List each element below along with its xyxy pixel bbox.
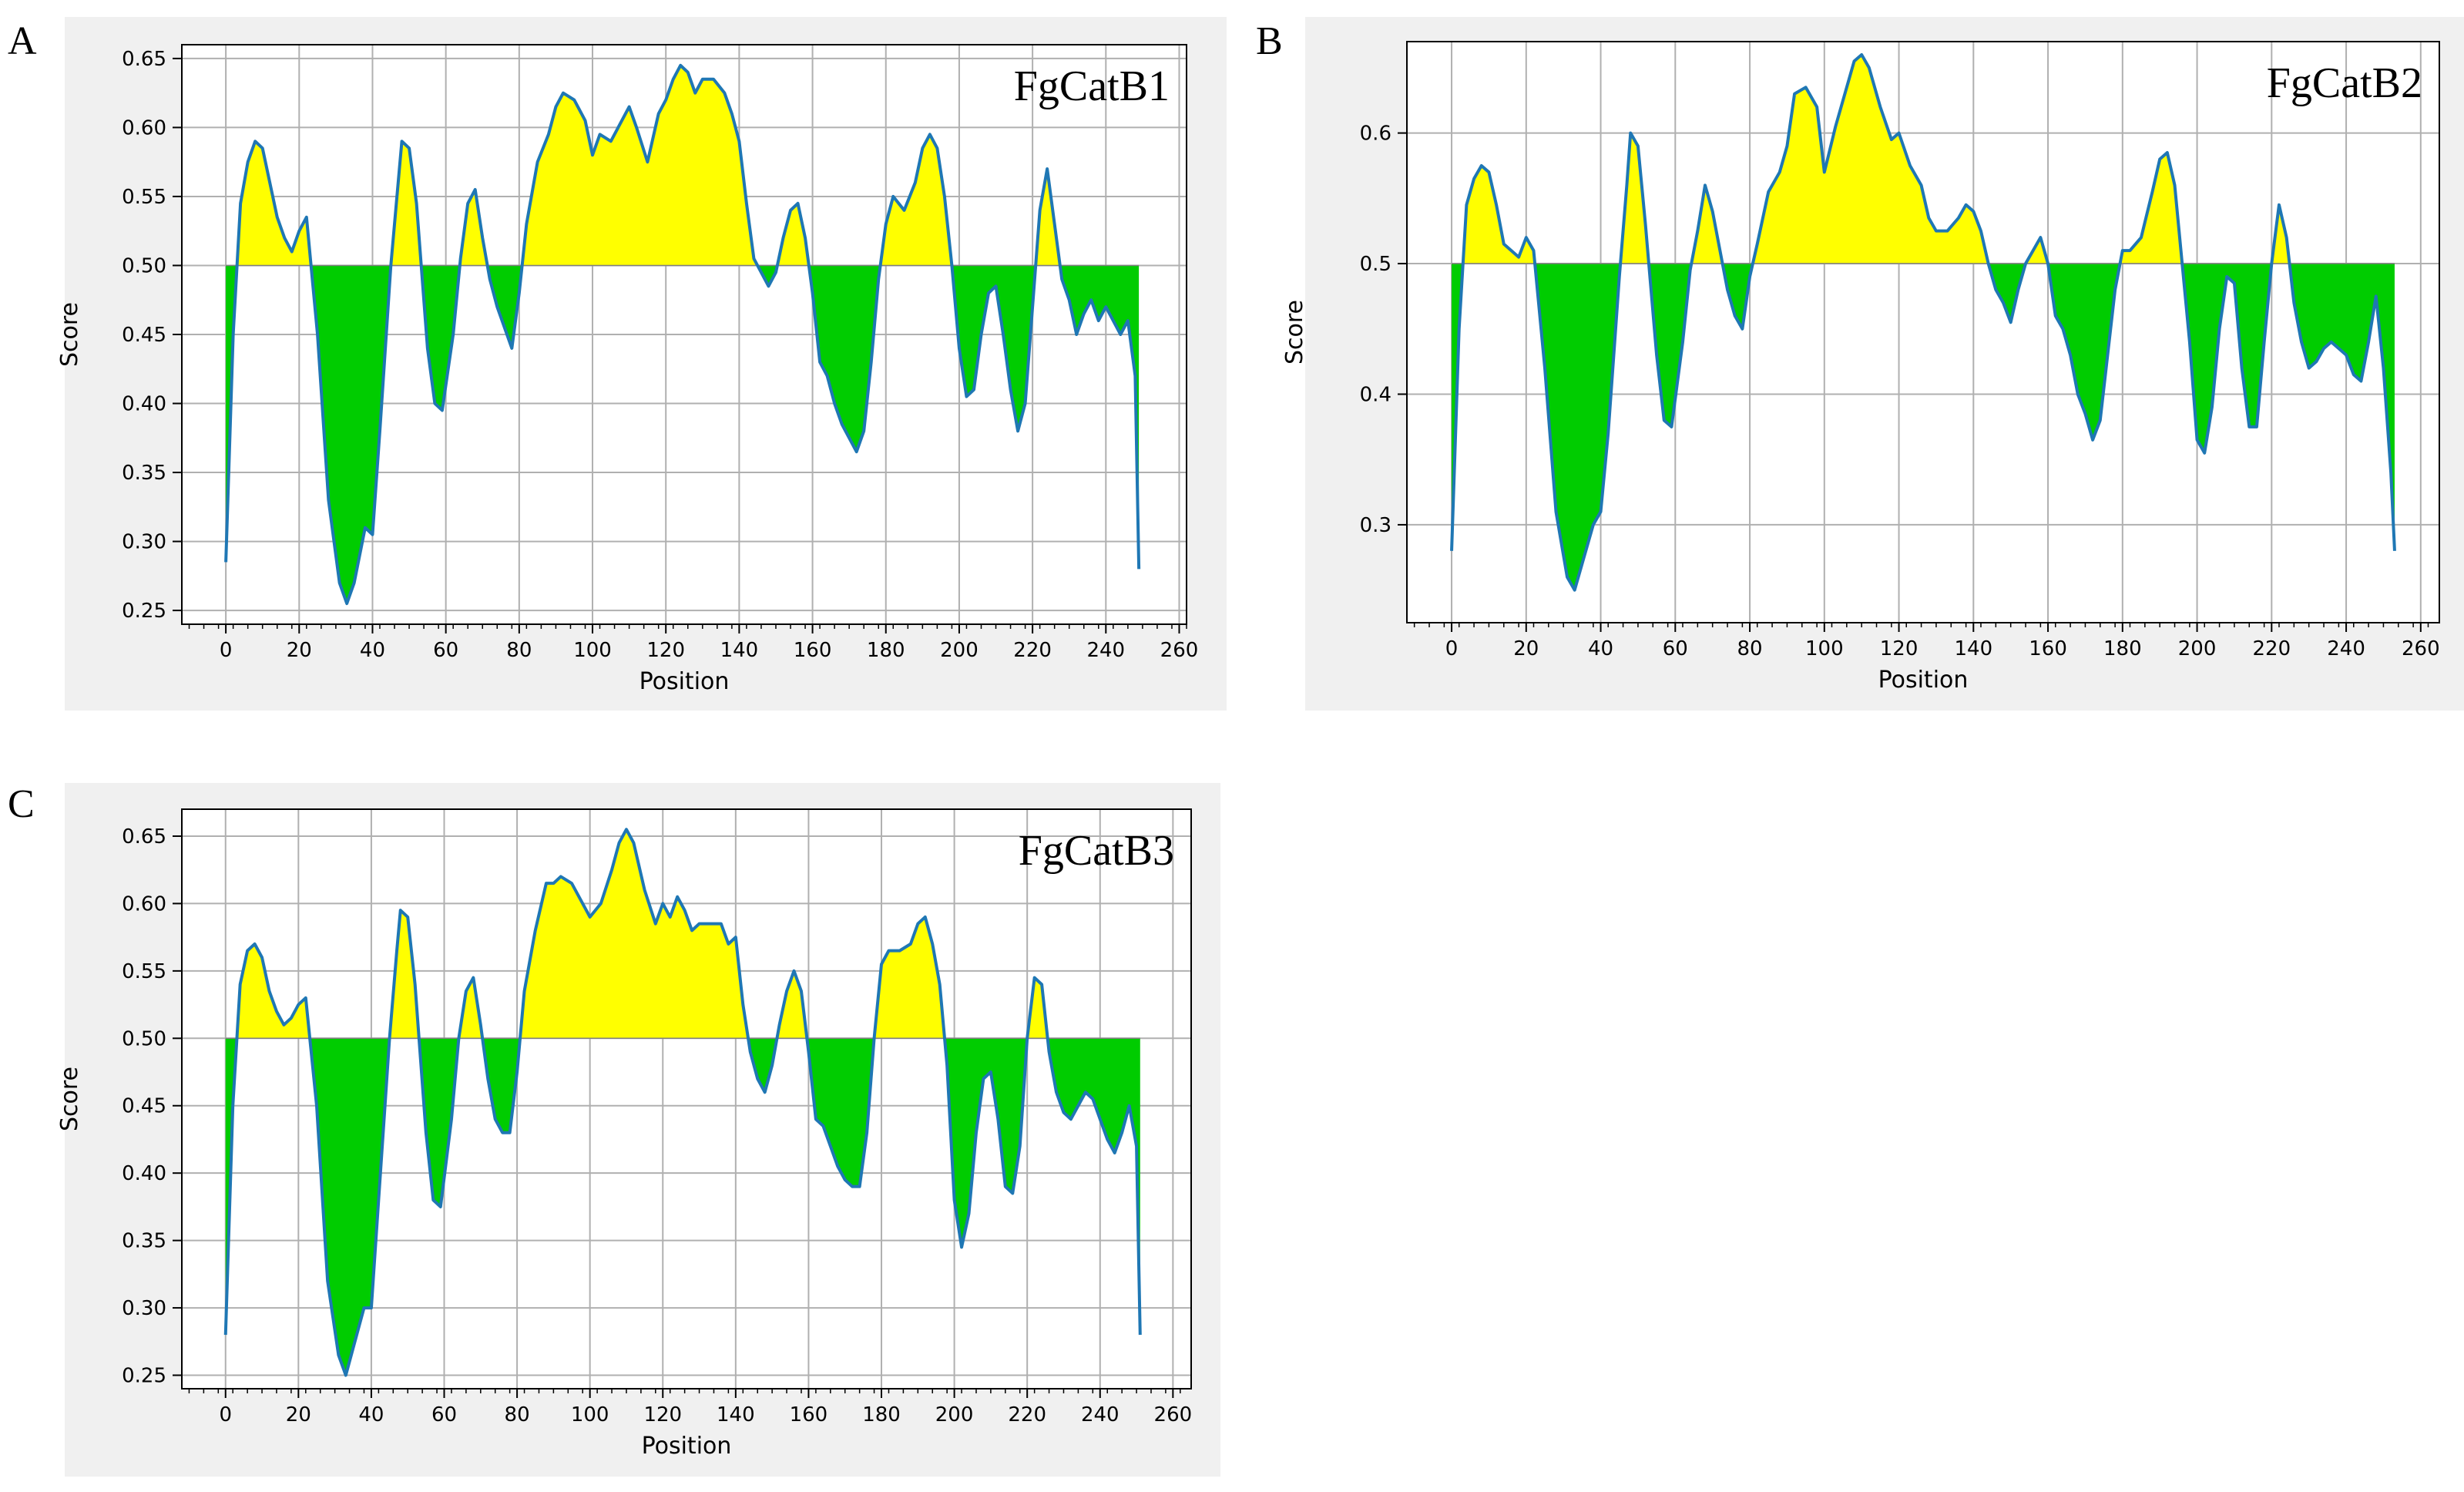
x-tick-label: 220 [2252,637,2291,660]
x-tick-label: 200 [935,1403,974,1426]
y-tick-label: 0.35 [122,462,166,485]
y-tick-label: 0.55 [122,960,166,983]
x-tick-label: 40 [1588,637,1613,660]
chart-title: FgCatB2 [2267,59,2422,107]
x-tick-label: 180 [2103,637,2142,660]
x-axis-label: Position [1878,667,1969,694]
x-tick-label: 120 [646,639,685,662]
x-tick-label: 120 [643,1403,682,1426]
y-axis-label: Score [1281,300,1308,365]
x-tick-label: 220 [1008,1403,1046,1426]
y-tick-label: 0.30 [122,1297,166,1320]
chart-0: 0 20 40 60 80 100 120 140 160 180 200 220 240 260 0.25… [56,44,1199,695]
x-tick-label: 60 [433,639,458,662]
y-tick-label: 0.35 [122,1230,166,1253]
y-tick-label: 0.65 [122,48,166,71]
x-tick-label: 140 [717,1403,755,1426]
y-tick-label: 0.65 [122,825,166,848]
x-tick-label: 120 [1880,637,1918,660]
x-tick-label: 100 [571,1403,609,1426]
y-axis-label: Score [56,1067,83,1131]
x-tick-label: 160 [794,639,832,662]
x-tick-label: 220 [1013,639,1052,662]
y-tick-label: 0.50 [122,254,166,277]
x-tick-label: 80 [506,639,532,662]
score-series-line [1450,52,2396,592]
score-series-line [224,63,1141,606]
fill-below-threshold [1452,264,2395,590]
y-tick-label: 0.5 [1360,253,1391,276]
y-tick-label: 0.60 [122,892,166,916]
x-tick-label: 0 [219,1403,232,1426]
x-tick-label: 0 [1445,637,1459,660]
x-tick-label: 240 [2327,637,2365,660]
y-tick-label: 0.45 [122,1095,166,1118]
y-tick-label: 0.3 [1360,514,1391,537]
chart-1: 0 20 40 60 80 100 120 140 160 180 200 220 240 260 0.3 0… [1281,41,2440,694]
y-tick-label: 0.60 [122,116,166,139]
panel-letter-b: B [1256,19,1283,63]
y-tick-label: 0.50 [122,1027,166,1050]
fill-above-threshold [225,829,1140,1039]
x-tick-label: 140 [1954,637,1992,660]
chart-2: 0 20 40 60 80 100 120 140 160 180 200 220 240 260 0.25… [56,808,1193,1460]
x-tick-label: 260 [1160,639,1199,662]
x-tick-label: 180 [862,1403,901,1426]
score-series-line [223,828,1142,1377]
fill-above-threshold [1452,54,2395,264]
x-tick-label: 200 [940,639,979,662]
panel-letter-c: C [8,782,35,826]
y-tick-label: 0.40 [122,393,166,416]
fill-below-threshold [226,265,1140,604]
x-tick-label: 160 [790,1403,828,1426]
x-tick-label: 260 [1154,1403,1193,1426]
fill-below-threshold [225,1038,1140,1376]
fill-above-threshold [226,65,1140,266]
x-tick-label: 40 [360,639,385,662]
x-tick-label: 60 [1663,637,1688,660]
x-axis-label: Position [639,668,730,695]
y-tick-label: 0.45 [122,324,166,347]
x-axis-label: Position [642,1433,732,1460]
y-tick-label: 0.6 [1360,123,1391,146]
y-tick-label: 0.25 [122,1365,166,1388]
x-tick-label: 180 [867,639,905,662]
x-tick-label: 0 [220,639,233,662]
x-tick-label: 60 [431,1403,457,1426]
chart-title: FgCatB1 [1014,62,1170,110]
x-tick-label: 240 [1081,1403,1120,1426]
x-tick-label: 80 [505,1403,530,1426]
y-tick-label: 0.4 [1360,383,1391,406]
y-tick-label: 0.25 [122,600,166,623]
x-tick-label: 80 [1737,637,1763,660]
y-axis-label: Score [56,302,83,367]
x-tick-label: 240 [1086,639,1125,662]
x-tick-label: 100 [1805,637,1844,660]
x-tick-label: 200 [2178,637,2217,660]
x-tick-label: 100 [573,639,612,662]
x-tick-label: 20 [1513,637,1539,660]
y-tick-label: 0.55 [122,186,166,209]
axes-frame [181,808,1192,1390]
x-tick-label: 260 [2402,637,2440,660]
x-tick-label: 20 [287,639,312,662]
x-tick-label: 40 [358,1403,384,1426]
y-tick-label: 0.40 [122,1162,166,1185]
y-tick-label: 0.30 [122,531,166,554]
axes-frame [1406,41,2440,623]
x-tick-label: 20 [286,1403,311,1426]
x-tick-label: 160 [2029,637,2067,660]
x-tick-label: 140 [720,639,759,662]
chart-title: FgCatB3 [1019,827,1174,875]
panel-letter-a: A [8,19,37,63]
